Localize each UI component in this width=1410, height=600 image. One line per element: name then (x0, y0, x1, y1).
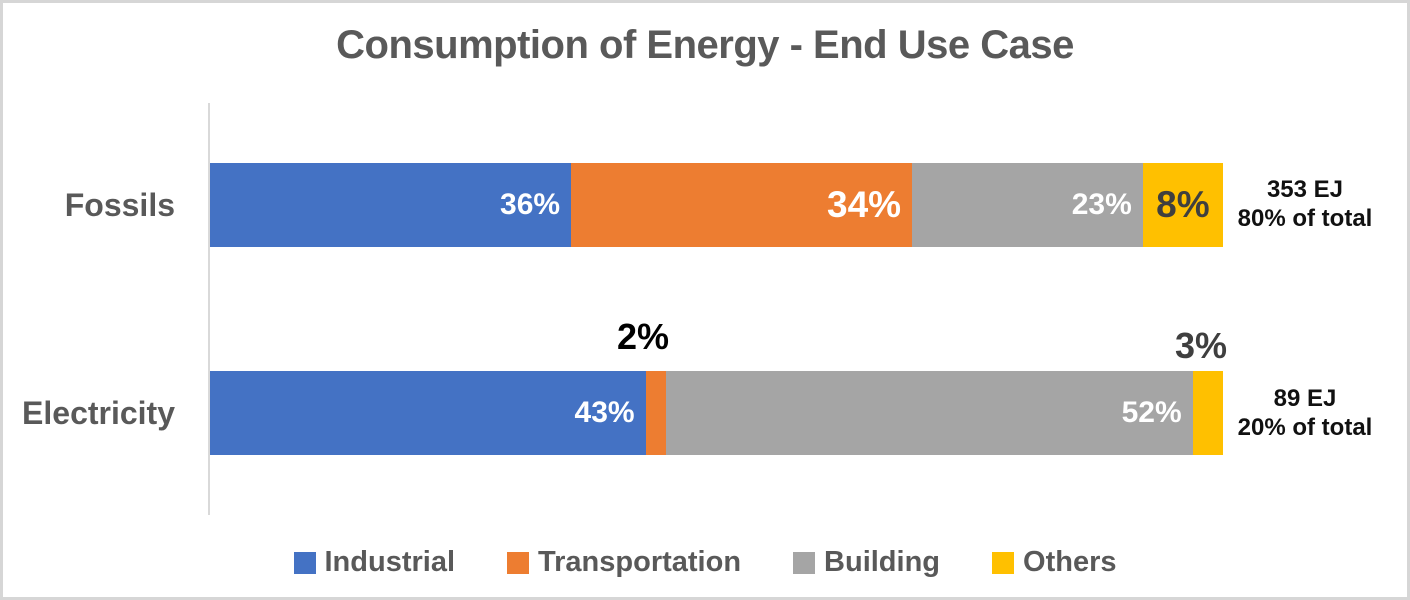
segment-value-label: 43% (574, 396, 635, 429)
legend-label: Building (824, 546, 941, 578)
segment-value-label: 36% (500, 188, 561, 221)
category-label-electricity: Electricity (22, 395, 175, 431)
segment-value-label: 52% (1121, 396, 1182, 429)
annotation-energy-value: 353 EJ (1266, 176, 1344, 203)
legend-swatch-industrial (293, 551, 316, 574)
bar-electricity: 43% 52% (210, 371, 1224, 455)
legend-label: Others (1023, 546, 1117, 578)
segment-value-label: 34% (827, 184, 902, 225)
bar-segment-electricity-transportation (645, 371, 666, 455)
legend-label: Industrial (324, 546, 456, 578)
legend-label: Transportation (538, 546, 742, 578)
bar-fossils: 36% 34% 23% 8% (210, 163, 1223, 247)
bar-segment-electricity-industrial: 43% (210, 371, 646, 455)
annotation-electricity-total: 89 EJ 20% of total (1225, 384, 1385, 442)
category-axis-line (208, 103, 210, 515)
bar-segment-electricity-others (1192, 371, 1224, 455)
category-label-fossils: Fossils (64, 187, 175, 223)
outside-value-label-transportation: 2% (616, 316, 670, 357)
outside-value-label-others: 3% (1174, 325, 1228, 366)
bar-segment-fossils-transportation: 34% (571, 163, 913, 247)
annotation-energy-value: 89 EJ (1273, 385, 1337, 412)
bar-segment-fossils-building: 23% (912, 163, 1143, 247)
bar-segment-electricity-building: 52% (665, 371, 1193, 455)
legend-swatch-building (793, 551, 816, 574)
legend-item-industrial: Industrial (293, 546, 456, 579)
legend-item-others: Others (992, 546, 1117, 579)
segment-value-label: 8% (1156, 184, 1210, 225)
bar-segment-fossils-others: 8% (1142, 163, 1223, 247)
legend-item-transportation: Transportation (507, 546, 741, 579)
legend-swatch-others (992, 551, 1015, 574)
chart-legend: Industrial Transportation Building Other… (3, 546, 1407, 579)
chart-title: Consumption of Energy - End Use Case (336, 23, 1074, 67)
bar-segment-fossils-industrial: 36% (210, 163, 572, 247)
legend-swatch-transportation (507, 551, 530, 574)
legend-item-building: Building (793, 546, 940, 579)
annotation-fossils-total: 353 EJ 80% of total (1225, 175, 1385, 233)
annotation-share-value: 20% of total (1237, 414, 1373, 441)
annotation-share-value: 80% of total (1237, 205, 1373, 232)
segment-value-label: 23% (1071, 188, 1132, 221)
